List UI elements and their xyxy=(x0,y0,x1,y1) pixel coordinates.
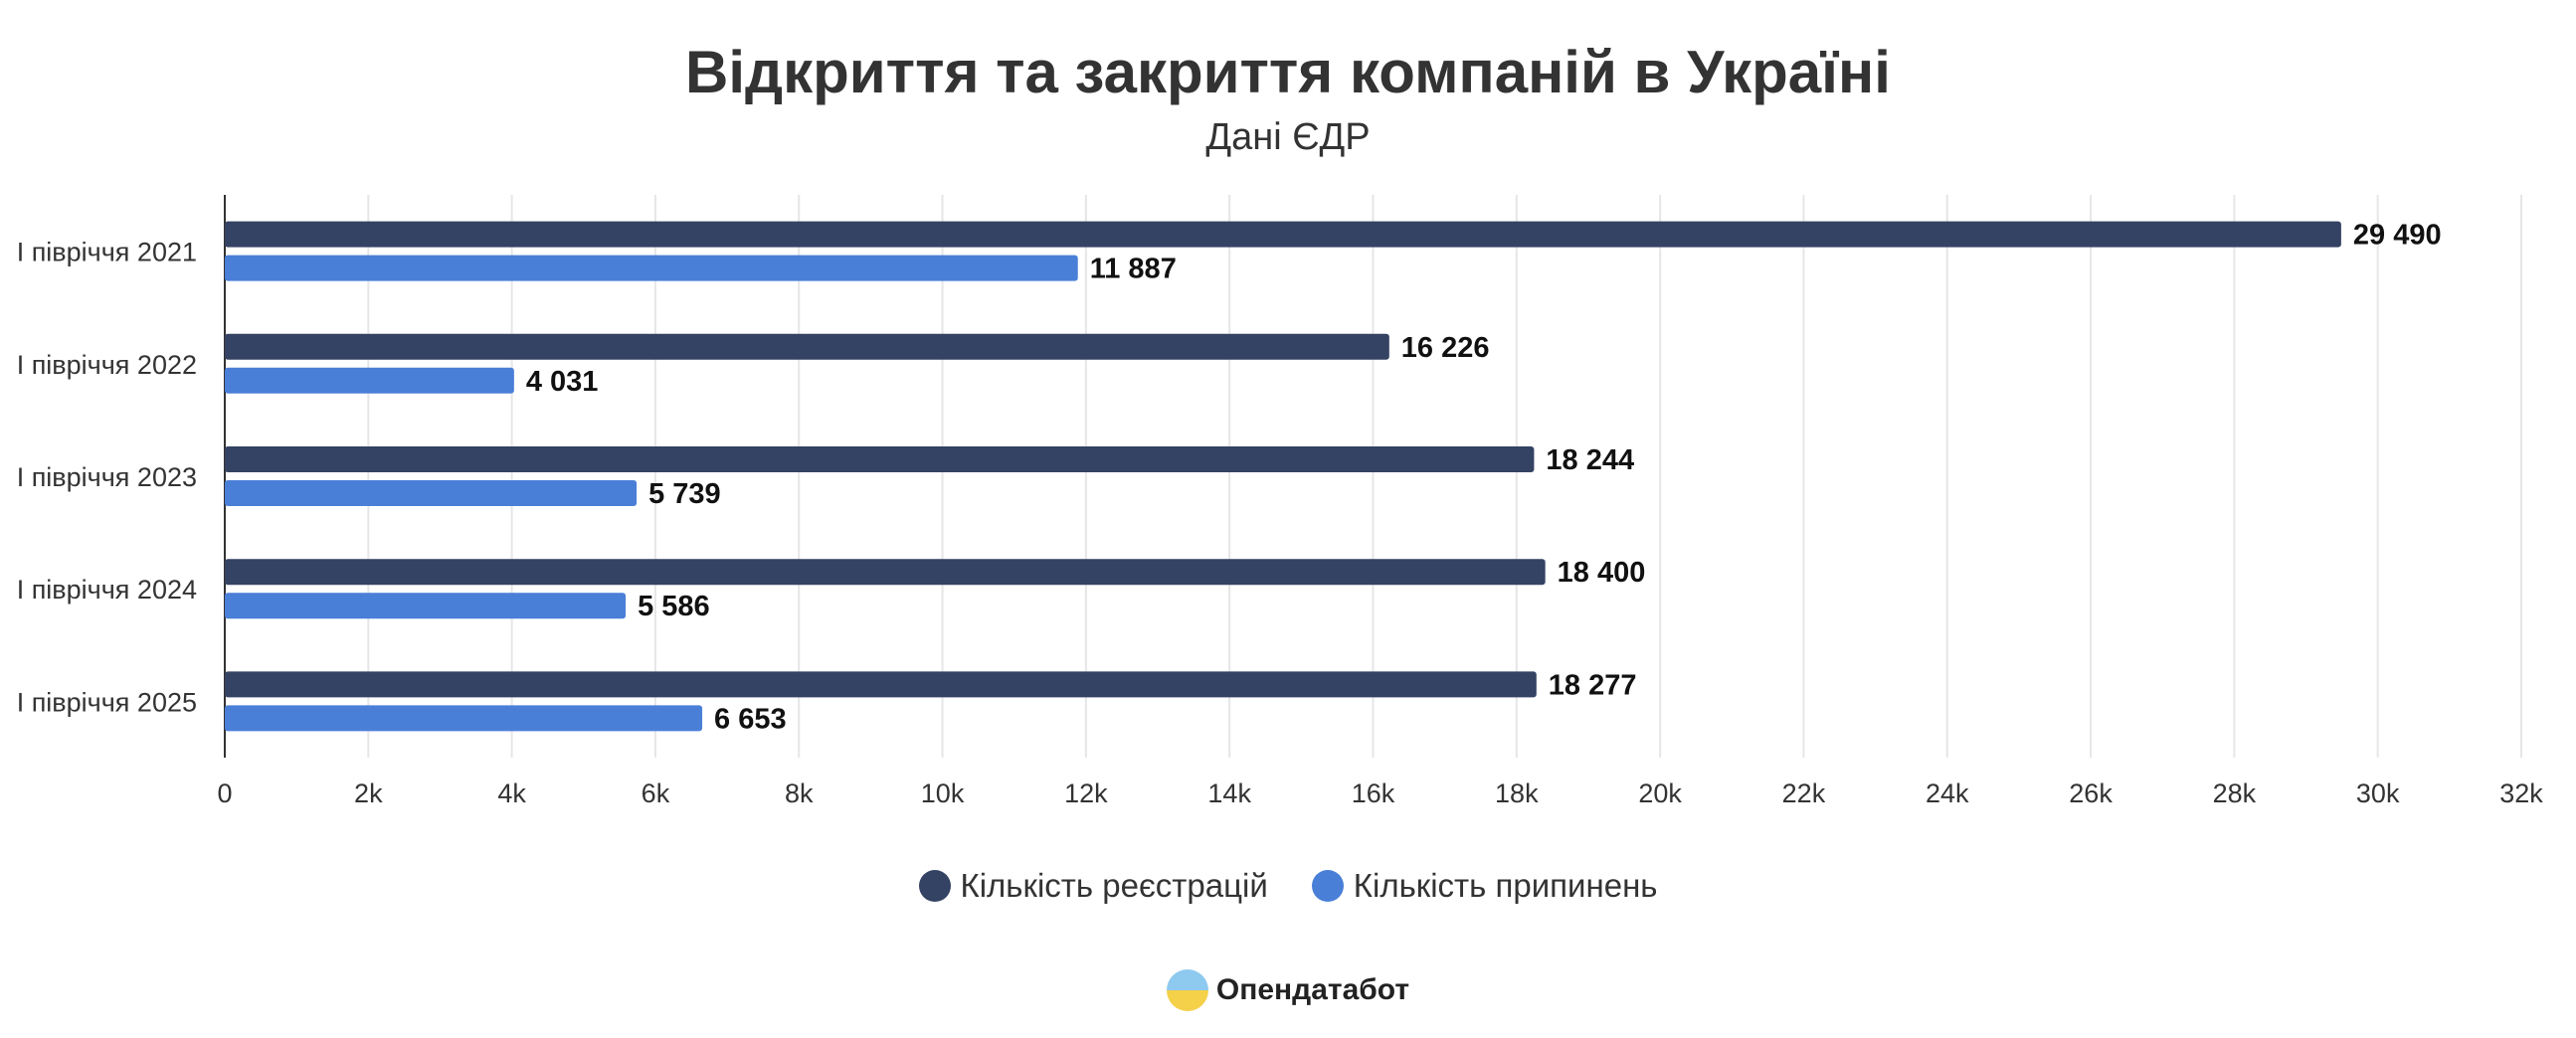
bar-registrations xyxy=(225,333,1389,360)
x-tick-label: 32k xyxy=(2499,778,2543,808)
brand-name: Опендатабот xyxy=(1215,973,1410,1006)
bar-registrations xyxy=(225,446,1535,472)
x-tick-label: 28k xyxy=(2213,778,2257,808)
x-tick-label: 14k xyxy=(1207,778,1251,808)
x-tick-label: 22k xyxy=(1782,778,1826,808)
data-label: 18 244 xyxy=(1546,444,1634,476)
x-tick-label: 18k xyxy=(1495,778,1539,808)
opendatabot-logo-icon xyxy=(1166,969,1208,1011)
chart-title: Відкриття та закриття компаній в Україні xyxy=(685,39,1891,105)
data-label: 29 490 xyxy=(2353,220,2442,252)
x-tick-label: 2k xyxy=(354,778,383,808)
data-label: 18 400 xyxy=(1558,557,1646,589)
data-label: 5 739 xyxy=(648,478,721,510)
x-tick-label: 8k xyxy=(785,778,814,808)
x-tick-label: 24k xyxy=(1926,778,1969,808)
x-tick-label: 12k xyxy=(1064,778,1108,808)
x-tick-label: 0 xyxy=(217,778,232,808)
bar-chart: 0 2k 4k 6k 8k 10k 12k 14k 16k 18k 20k 22k 24k 26k 28k 3… xyxy=(17,195,2543,808)
category-label: І півріччя 2024 xyxy=(17,575,197,605)
data-label: 18 277 xyxy=(1549,669,1637,701)
x-tick-label: 20k xyxy=(1638,778,1682,808)
x-tick-label: 30k xyxy=(2356,778,2400,808)
bar-registrations xyxy=(225,559,1546,586)
x-tick-label: 4k xyxy=(497,778,526,808)
x-tick-label: 26k xyxy=(2069,778,2113,808)
bar-terminations xyxy=(225,705,703,732)
bar-terminations xyxy=(225,255,1078,281)
x-tick-label: 16k xyxy=(1352,778,1395,808)
bar-terminations xyxy=(225,480,638,506)
legend-marker-registrations xyxy=(918,870,951,902)
category-label: І півріччя 2021 xyxy=(17,238,197,267)
category-label: І півріччя 2023 xyxy=(17,462,197,492)
legend-label-registrations: Кількість реєстрацій xyxy=(960,867,1268,904)
x-tick-label: 10k xyxy=(921,778,965,808)
legend-item-terminations[interactable]: Кількість припинень xyxy=(1311,867,1658,905)
data-label: 16 226 xyxy=(1401,332,1490,364)
bar-terminations xyxy=(225,367,514,394)
brand-credit: Опендатабот xyxy=(0,969,2576,1011)
data-label: 6 653 xyxy=(714,703,787,735)
bar-registrations xyxy=(225,221,2341,248)
data-label: 4 031 xyxy=(526,366,599,398)
bar-terminations xyxy=(225,593,627,619)
chart-legend: Кількість реєстрацій Кількість припинень xyxy=(0,867,2576,905)
data-label: 11 887 xyxy=(1090,254,1177,285)
legend-marker-terminations xyxy=(1311,870,1344,902)
legend-item-registrations[interactable]: Кількість реєстрацій xyxy=(918,867,1268,905)
bar-registrations xyxy=(225,671,1537,698)
category-label: І півріччя 2022 xyxy=(17,350,197,380)
chart-subtitle: Дані ЄДР xyxy=(1205,116,1371,158)
data-label: 5 586 xyxy=(638,591,710,622)
legend-label-terminations: Кількість припинень xyxy=(1353,867,1658,904)
x-tick-label: 6k xyxy=(642,778,670,808)
category-label: І півріччя 2025 xyxy=(17,687,197,717)
